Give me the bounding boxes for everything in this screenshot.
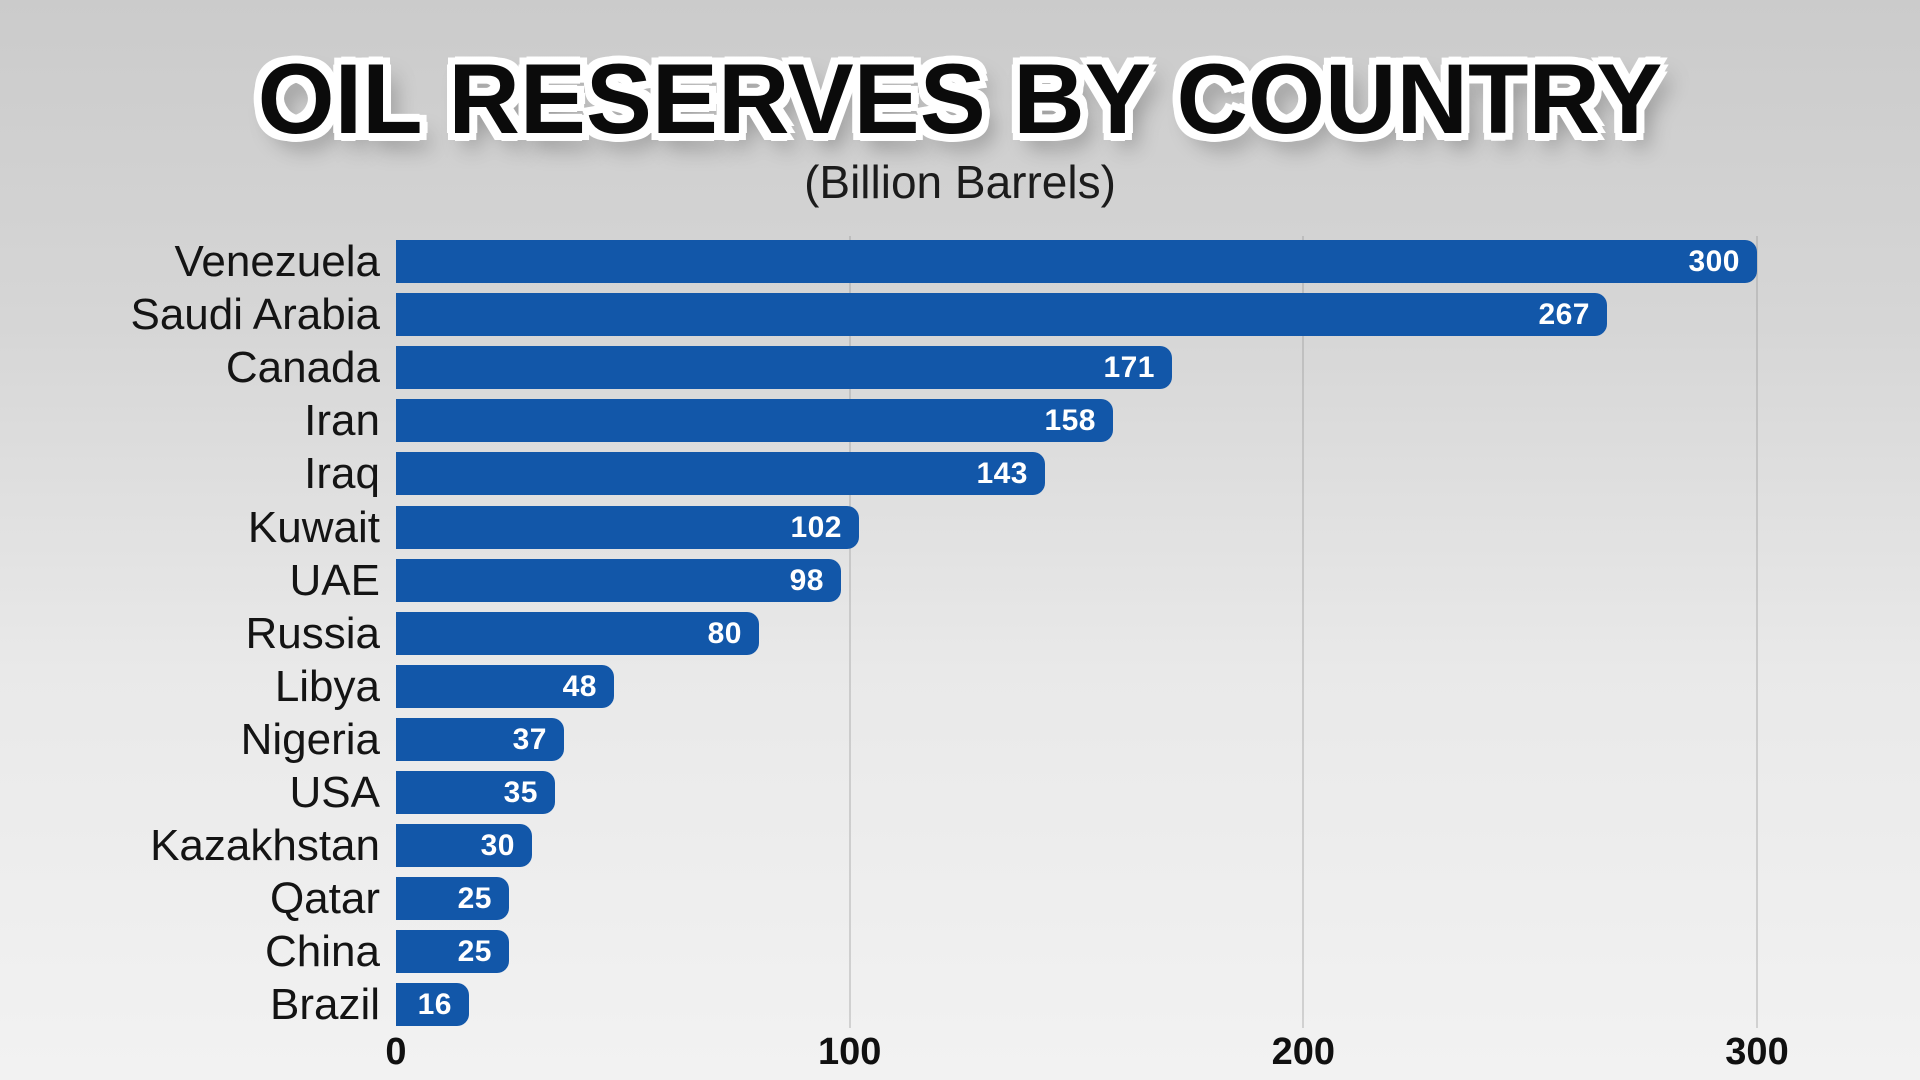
value-label: 35 xyxy=(503,775,538,809)
gridline-100 xyxy=(848,236,851,1028)
category-label: Kuwait xyxy=(247,503,380,552)
bar: 143 xyxy=(396,452,1045,495)
chart-row: Iran 158 xyxy=(0,396,1920,445)
chart-row: Russia 80 xyxy=(0,609,1920,658)
value-label: 102 xyxy=(790,510,842,544)
category-label: Venezuela xyxy=(174,237,380,286)
category-label: Iraq xyxy=(304,449,380,498)
value-label: 30 xyxy=(480,828,515,862)
value-label: 25 xyxy=(457,934,492,968)
value-label: 171 xyxy=(1103,350,1155,384)
category-label: Nigeria xyxy=(240,715,380,764)
bar: 37 xyxy=(396,718,564,761)
bar: 35 xyxy=(396,771,555,814)
chart-row: Brazil 16 xyxy=(0,980,1920,1029)
chart-row: USA 35 xyxy=(0,768,1920,817)
value-label: 37 xyxy=(512,722,547,756)
value-label: 98 xyxy=(789,563,824,597)
value-label: 158 xyxy=(1044,403,1096,437)
bar: 80 xyxy=(396,612,759,655)
value-label: 300 xyxy=(1688,244,1740,278)
value-label: 80 xyxy=(707,616,742,650)
bar: 158 xyxy=(396,399,1113,442)
bar: 300 xyxy=(396,240,1757,283)
bar: 25 xyxy=(396,930,509,973)
bar: 98 xyxy=(396,559,841,602)
x-tick-label: 0 xyxy=(385,1031,407,1073)
category-label: China xyxy=(265,927,380,976)
gridline-200 xyxy=(1302,236,1305,1028)
value-label: 25 xyxy=(457,881,492,915)
x-tick-label: 100 xyxy=(817,1031,882,1073)
chart-row: Iraq 143 xyxy=(0,449,1920,498)
chart-row: Libya 48 xyxy=(0,662,1920,711)
x-tick-label: 300 xyxy=(1725,1031,1789,1073)
bar: 30 xyxy=(396,824,532,867)
chart-row: Nigeria 37 xyxy=(0,715,1920,764)
chart-row: Qatar 25 xyxy=(0,874,1920,923)
chart-row: Venezuela 300 xyxy=(0,237,1920,286)
value-label: 48 xyxy=(562,669,597,703)
category-label: Canada xyxy=(225,343,380,392)
category-label: Qatar xyxy=(269,874,380,923)
value-label: 267 xyxy=(1538,297,1590,331)
chart-row: Kuwait 102 xyxy=(0,503,1920,552)
category-label: Libya xyxy=(274,662,380,711)
gridline-300 xyxy=(1756,236,1758,1028)
bar: 171 xyxy=(396,346,1172,389)
bar: 48 xyxy=(396,665,614,708)
bar: 267 xyxy=(396,293,1607,336)
bar: 102 xyxy=(396,506,859,549)
chart-row: Kazakhstan 30 xyxy=(0,821,1920,870)
category-label: Iran xyxy=(304,396,380,445)
category-label: Kazakhstan xyxy=(150,821,380,870)
category-label: Saudi Arabia xyxy=(130,290,380,339)
x-tick-label: 200 xyxy=(1271,1031,1336,1073)
chart-title: OIL RESERVES BY COUNTRY xyxy=(257,43,1663,154)
chart-row: UAE 98 xyxy=(0,556,1920,605)
value-label: 16 xyxy=(417,987,452,1021)
category-label: Brazil xyxy=(269,980,380,1029)
chart-row: Saudi Arabia 267 xyxy=(0,290,1920,339)
bar: 25 xyxy=(396,877,509,920)
bar: 16 xyxy=(396,983,469,1026)
category-label: Russia xyxy=(245,609,381,658)
chart-row: China 25 xyxy=(0,927,1920,976)
category-label: UAE xyxy=(289,556,380,605)
chart-subtitle: (Billion Barrels) xyxy=(804,156,1116,208)
category-label: USA xyxy=(289,768,380,817)
chart-row: Canada 171 xyxy=(0,343,1920,392)
value-label: 143 xyxy=(976,456,1028,490)
